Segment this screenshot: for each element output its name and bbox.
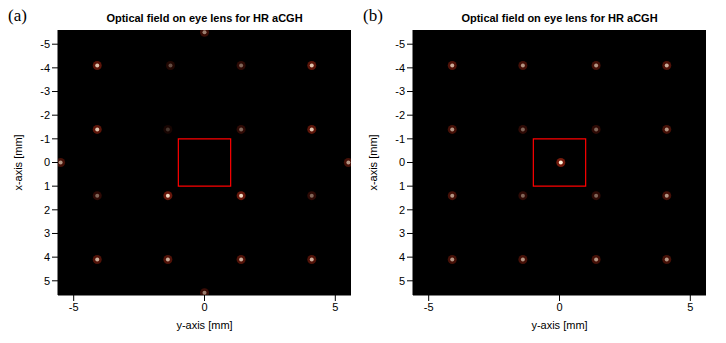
html-text:Optical field on eye lens for: Optical field on eye lens for HR aCGH	[461, 12, 658, 24]
html-text:Optical field on eye lens for: Optical field on eye lens for HR aCGH	[106, 12, 303, 24]
svg-text:-3: -3	[40, 85, 50, 97]
svg-text:x-axis [mm]: x-axis [mm]	[12, 134, 24, 190]
svg-text:x-axis [mm]: x-axis [mm]	[367, 134, 379, 190]
svg-text:-5: -5	[69, 301, 79, 313]
svg-text:-1: -1	[40, 133, 50, 145]
svg-text:0: 0	[201, 301, 207, 313]
svg-text:-5: -5	[395, 38, 405, 50]
svg-text:-5: -5	[40, 38, 50, 50]
svg-text:-5: -5	[424, 301, 434, 313]
svg-text:0: 0	[399, 156, 405, 168]
svg-text:4: 4	[399, 251, 405, 263]
svg-text:1: 1	[399, 180, 405, 192]
svg-text:5: 5	[399, 275, 405, 287]
svg-text:-4: -4	[40, 62, 50, 74]
svg-text:-3: -3	[395, 85, 405, 97]
svg-text:0: 0	[556, 301, 562, 313]
svg-text:2: 2	[399, 204, 405, 216]
svg-text:y-axis [mm]: y-axis [mm]	[531, 319, 587, 331]
svg-text:3: 3	[44, 227, 50, 239]
svg-text:5: 5	[44, 275, 50, 287]
svg-text:5: 5	[687, 301, 693, 313]
svg-text:0: 0	[44, 156, 50, 168]
svg-text:-2: -2	[395, 109, 405, 121]
svg-text:-4: -4	[395, 62, 405, 74]
svg-text:4: 4	[44, 251, 50, 263]
svg-text:5: 5	[332, 301, 338, 313]
svg-text:1: 1	[44, 180, 50, 192]
svg-text:y-axis [mm]: y-axis [mm]	[176, 319, 232, 331]
svg-text:2: 2	[44, 204, 50, 216]
svg-text:3: 3	[399, 227, 405, 239]
svg-text:-2: -2	[40, 109, 50, 121]
svg-text:-1: -1	[395, 133, 405, 145]
